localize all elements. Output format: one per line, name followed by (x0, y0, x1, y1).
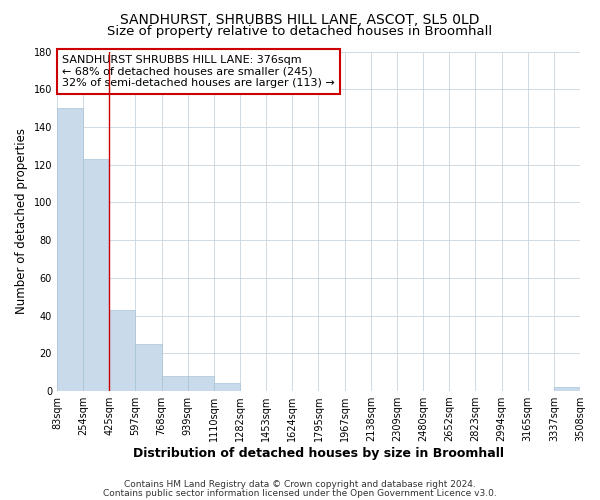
Bar (188, 376, 214, 391)
X-axis label: Distribution of detached houses by size in Broomhall: Distribution of detached houses by size … (133, 447, 504, 460)
Text: SANDHURST SHRUBBS HILL LANE: 376sqm
← 68% of detached houses are smaller (245)
3: SANDHURST SHRUBBS HILL LANE: 376sqm ← 68… (62, 55, 335, 88)
Bar (214, 384, 240, 391)
Bar (554, 387, 580, 391)
Bar (136, 344, 161, 391)
Text: Contains public sector information licensed under the Open Government Licence v3: Contains public sector information licen… (103, 489, 497, 498)
Text: SANDHURST, SHRUBBS HILL LANE, ASCOT, SL5 0LD: SANDHURST, SHRUBBS HILL LANE, ASCOT, SL5… (120, 12, 480, 26)
Text: Contains HM Land Registry data © Crown copyright and database right 2024.: Contains HM Land Registry data © Crown c… (124, 480, 476, 489)
Bar (83, 159, 109, 391)
Bar (57, 108, 83, 391)
Bar (109, 310, 136, 391)
Y-axis label: Number of detached properties: Number of detached properties (15, 128, 28, 314)
Bar (161, 376, 188, 391)
Text: Size of property relative to detached houses in Broomhall: Size of property relative to detached ho… (107, 25, 493, 38)
